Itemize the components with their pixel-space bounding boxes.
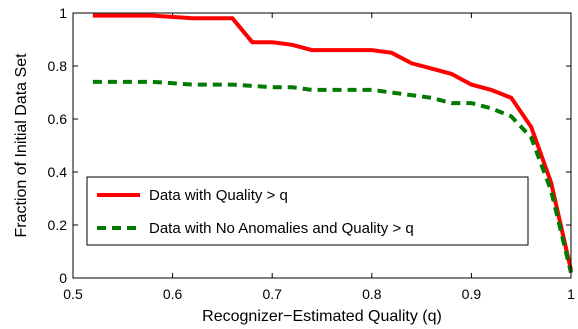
y-tick-label: 0: [59, 270, 67, 286]
series-line-1: [92, 13, 573, 271]
legend-label-2: Data with No Anomalies and Quality > q: [149, 220, 414, 237]
series-line-2: [92, 79, 573, 274]
legend: Data with Quality > q Data with No Anomal…: [86, 176, 529, 246]
x-tick-label: 1: [567, 286, 575, 302]
y-axis-label: Fraction of Initial Data Set: [13, 53, 30, 238]
x-axis-ticks: 0.5 0.6 0.7 0.8 0.9 1: [63, 13, 575, 302]
y-tick-label: 0.2: [48, 217, 68, 233]
plot-area-frame: [72, 12, 572, 279]
x-tick-label: 0.8: [362, 286, 382, 302]
x-tick-label: 0.5: [63, 286, 83, 302]
y-tick-label: 0.6: [48, 111, 68, 127]
x-tick-label: 0.9: [462, 286, 482, 302]
y-tick-label: 0.4: [48, 164, 68, 180]
y-tick-label: 1: [59, 5, 67, 21]
y-tick-label: 0.8: [48, 58, 68, 74]
x-tick-label: 0.7: [262, 286, 282, 302]
x-axis-label: Recognizer−Estimated Quality (q): [202, 308, 442, 325]
x-tick-label: 0.6: [163, 286, 183, 302]
legend-box: [86, 176, 529, 246]
legend-label-1: Data with Quality > q: [149, 187, 288, 204]
series-lines: [92, 13, 573, 274]
